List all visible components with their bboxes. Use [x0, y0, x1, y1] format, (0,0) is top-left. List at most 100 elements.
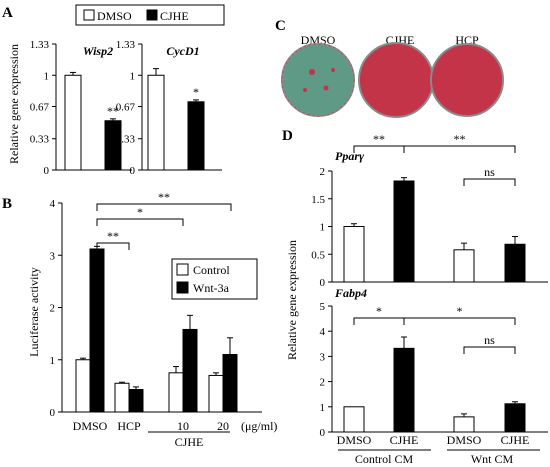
y-tick-label: 1: [44, 70, 50, 82]
y-tick-label: 0: [44, 165, 50, 177]
y-tick-label: 2: [320, 377, 326, 389]
plate-dmso-dot: [323, 85, 329, 91]
legend-a: DMSO CJHE: [75, 4, 225, 26]
significance-label: **: [373, 132, 385, 146]
chart-a-cycd1: 0 0.33 0.67 1 1.33 CycD1 *: [116, 39, 222, 177]
panel-letter-b: B: [2, 196, 12, 212]
plate-dmso-dot: [309, 69, 315, 75]
ylabel-b: Luciferase activity: [27, 267, 41, 357]
bar: [114, 382, 130, 413]
y-tick-label: 0: [320, 277, 326, 289]
significance-bracket: [96, 218, 184, 226]
x-tick-label: CJHE: [390, 433, 419, 447]
significance-label: ns: [484, 333, 495, 347]
bar: [89, 248, 105, 413]
group-label-control-cm: Control CM: [355, 452, 414, 466]
chart-d-ppary: 0 0.5 1 1.5 2 Pparγ ** ** ns: [311, 132, 548, 289]
x-tick-label: 20: [217, 419, 229, 433]
y-tick-label: 3: [50, 250, 56, 262]
plate-label-dmso: DMSO: [301, 33, 336, 47]
bar: [128, 389, 144, 413]
y-tick-label: 0: [320, 427, 326, 439]
group-label-cjhe: CJHE: [175, 435, 204, 449]
bar: [168, 372, 184, 413]
plate-dmso-dot: [303, 88, 307, 92]
y-tick-label: 1.5: [311, 194, 325, 206]
chart-d-fabp4: 0 1 2 3 4 5 Fabp4 * * ns DMSO CJHE DMSO CJHE: [320, 286, 548, 447]
bar: [182, 328, 198, 413]
bar: [343, 226, 365, 283]
legend-a-label-dmso: DMSO: [97, 9, 132, 23]
bar: [343, 406, 365, 433]
y-tick-label: 1.33: [30, 39, 50, 51]
y-tick-label: 1: [320, 402, 326, 414]
panel-letter-c: C: [275, 18, 286, 34]
chart-title: Fabp4: [334, 286, 367, 300]
plate-dmso-stain: [281, 43, 355, 117]
bar: [222, 354, 238, 413]
chart-title: Wisp2: [83, 44, 113, 58]
bar: [504, 243, 526, 283]
bar: [208, 374, 224, 413]
bar: [453, 416, 475, 433]
plate-hcp: [430, 43, 504, 117]
y-tick-label: 0.33: [30, 134, 50, 146]
significance-bracket: [403, 145, 516, 153]
x-tick-label: CJHE: [501, 433, 530, 447]
significance-bracket: [403, 317, 516, 325]
significance-label: *: [193, 85, 199, 99]
chart-a-wisp2: 0 0.33 0.67 1 1.33 Wisp2 **: [30, 39, 132, 177]
y-tick-label: 1: [50, 355, 56, 367]
plate-dmso-dot: [331, 68, 335, 72]
x-tick-label: 10: [177, 419, 189, 433]
unit-label: (μg/ml): [241, 419, 277, 433]
legend-a-label-cjhe: CJHE: [160, 9, 189, 23]
bar: [393, 180, 415, 283]
significance-label: **: [107, 229, 119, 243]
legend-a-swatch-open: [83, 9, 95, 21]
bar: [75, 359, 91, 413]
significance-label: *: [376, 304, 382, 318]
y-tick-label: 0.33: [116, 134, 136, 146]
legend-b-label-wnt: Wnt-3a: [193, 281, 230, 295]
x-tick-label: DMSO: [73, 419, 108, 433]
ylabel-d: Relative gene expression: [285, 240, 299, 360]
significance-bracket: [463, 346, 516, 354]
significance-bracket: [353, 317, 405, 325]
panel-letter-a: A: [2, 5, 13, 21]
bar: [453, 249, 475, 283]
legend-b-swatch-control: [176, 263, 189, 276]
legend-a-swatch-filled: [146, 9, 158, 21]
bar: [187, 101, 205, 171]
x-tick-label: DMSO: [447, 433, 482, 447]
legend-b-label-control: Control: [193, 263, 230, 277]
y-tick-label: 0: [50, 407, 56, 419]
x-tick-label: DMSO: [337, 433, 372, 447]
significance-label: **: [107, 104, 119, 118]
legend-b: Control Wnt-3a: [171, 258, 258, 300]
plates: DMSO CJHE HCP: [281, 33, 504, 118]
legend-b-swatch-wnt: [176, 281, 189, 294]
significance-label: *: [137, 205, 143, 219]
bar: [147, 74, 165, 171]
y-tick-label: 2: [50, 303, 56, 315]
significance-label: ns: [484, 165, 495, 179]
significance-label: **: [158, 190, 170, 204]
significance-label: *: [457, 304, 463, 318]
significance-bracket: [463, 178, 516, 186]
y-tick-label: 0: [130, 165, 136, 177]
y-tick-label: 3: [320, 351, 326, 363]
plate-cjhe: [358, 42, 434, 118]
y-tick-label: 1: [130, 70, 136, 82]
x-tick-label: HCP: [117, 419, 141, 433]
significance-bracket: [96, 203, 232, 211]
y-tick-label: 2: [320, 166, 326, 178]
bar: [504, 403, 526, 433]
y-tick-label: 4: [320, 326, 326, 338]
y-tick-label: 0.67: [30, 102, 50, 114]
y-tick-label: 0.67: [116, 102, 136, 114]
group-label-wnt-cm: Wnt CM: [471, 452, 514, 466]
bar: [393, 347, 415, 433]
